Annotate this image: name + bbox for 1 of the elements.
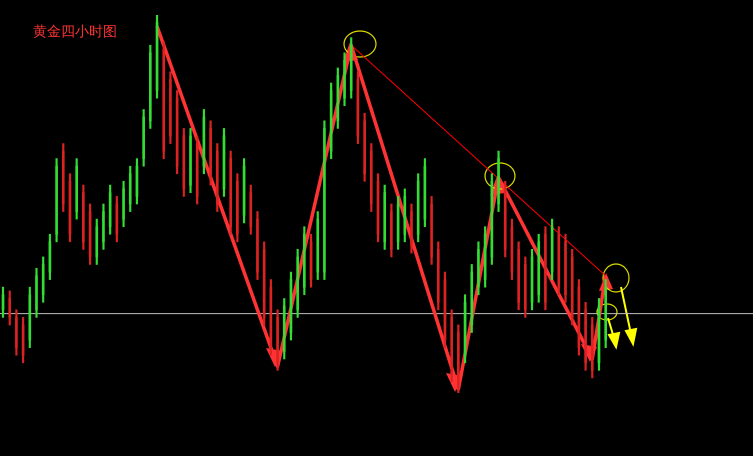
text: 黄金四小时图 (33, 23, 117, 41)
